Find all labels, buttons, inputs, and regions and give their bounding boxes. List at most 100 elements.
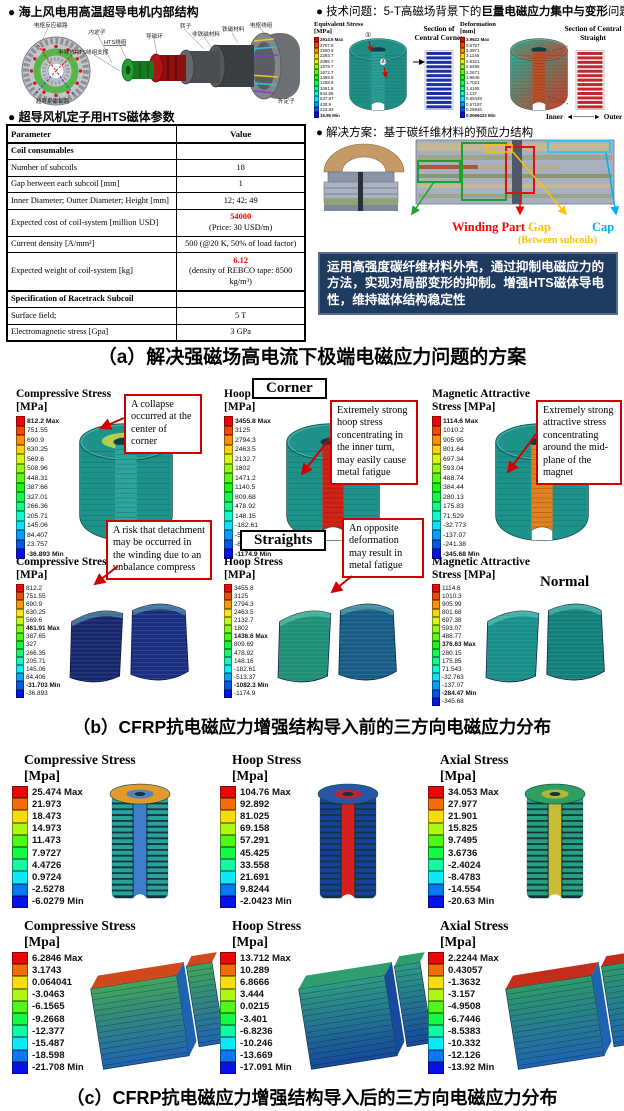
colorbar-row: 2.2671: [460, 69, 496, 75]
colorbar-swatch: [220, 786, 236, 799]
fea-render: [499, 949, 624, 1075]
colorbar-label: 2086.7: [320, 58, 334, 64]
caption-a: （a）解决强磁场高电流下极端电磁应力问题的方案: [97, 347, 527, 368]
colorbar-label: 2463.5: [235, 446, 256, 454]
colorbar-label: 569.6: [27, 455, 45, 463]
panel-b-compressive-bottom: Compressive Stress [MPa] 812.2 751.55 690.9…: [2, 556, 198, 707]
value-cell: 3 GPa: [176, 323, 306, 342]
colorbar-swatch: [224, 592, 232, 601]
panel-c-axial-top: Axial Stress [Mpa] 34.053 Max 27.977 21.901…: [420, 752, 611, 911]
colorbar-label: 1802: [235, 465, 251, 473]
colorbar-row: 0.064041: [12, 976, 84, 989]
colorbar-swatch: [12, 1000, 28, 1013]
colorbar-row: 0.57197: [460, 101, 496, 108]
colorbar-row: -8.4783: [428, 871, 499, 884]
colorbar-row: 34.053 Max: [428, 786, 499, 799]
motor-label: 转子: [180, 22, 192, 30]
colorbar-row: 21.901: [428, 810, 499, 823]
hts-parameter-table: Parameter Value Coil consumables Number o…: [6, 124, 306, 343]
colorbar-row: -2.0423 Min: [220, 895, 292, 908]
colorbar-row: 1114.6 Max: [432, 416, 480, 426]
colorbar-label: 104.76 Max: [240, 786, 291, 798]
colorbar-row: 430.9: [314, 101, 343, 108]
colorbar-swatch: [460, 63, 465, 70]
colorbar-row: -36.893 Min: [16, 549, 64, 559]
colorbar-label: 1436.6 Max: [234, 633, 268, 641]
colorbar-row: 92.892: [220, 798, 292, 811]
colorbar-swatch: [428, 810, 444, 823]
colorbar-row: 9.7495: [428, 834, 499, 847]
colorbar-label: -513.37: [234, 673, 256, 681]
colorbar-swatch: [12, 964, 28, 977]
deformation-colorbar: 3.9622 Max 3.6797 3.3971 3.1146 2.8321 2.5496…: [460, 37, 496, 118]
motor-structure-diagram: 电枢反应磁路 内定子 HTS绕组 导磁环 转子 非铁磁材料 铁磁材料 电枢绕组 …: [21, 21, 300, 106]
panel-c-compressive-top: Compressive Stress [Mpa] 25.474 Max 21.973…: [4, 752, 196, 911]
value-subtext: (Price: 30 USD/m): [209, 222, 273, 232]
colorbar-swatch: [428, 859, 444, 872]
table-row: Expected weight of coil-system [kg] 6.12(…: [6, 252, 306, 292]
equivalent-stress-colorbar: 2914.6 Max 2707.6 2500.6 2293.7 2086.7 1879.7…: [314, 37, 343, 118]
colorbar-swatch: [12, 1025, 28, 1038]
colorbar-row: 69.158: [220, 822, 292, 835]
colorbar-swatch: [460, 53, 465, 59]
cfrp-3d-model: [323, 143, 405, 211]
fea-render: [478, 589, 614, 707]
colorbar-swatch: [16, 640, 24, 650]
colorbar-label: 7.9727: [32, 847, 62, 859]
colorbar-row: -6.0279 Min: [12, 895, 84, 908]
colorbar-label: 175.85: [442, 657, 462, 665]
panel-title: Compressive Stress [MPa]: [16, 556, 112, 581]
panel-title: Magnetic Attractive Stress [MPa]: [432, 388, 531, 413]
colorbar: 3455.8 3125 2794.3 2463.5 2132.7 1802 1436.6 M…: [224, 584, 268, 698]
colorbar-row: 3455.8 Max: [224, 416, 271, 426]
colorbar-swatch: [12, 786, 28, 799]
colorbar-label: -17.091 Min: [240, 1062, 292, 1074]
colorbar-label: 15.825: [448, 823, 478, 835]
colorbar-label: -241.38: [443, 541, 467, 549]
colorbar-swatch: [432, 492, 441, 502]
section-c: Compressive Stress [Mpa] 25.474 Max 21.973…: [0, 748, 624, 1082]
colorbar-row: 280.13: [432, 492, 480, 502]
colorbar-row: -345.68 Min: [432, 549, 480, 559]
colorbar-row: 1.137: [460, 90, 496, 97]
colorbar-row: 1010.2: [432, 425, 480, 436]
colorbar-swatch: [12, 859, 28, 872]
colorbar-swatch: [314, 74, 319, 81]
colorbar-swatch: [432, 681, 440, 690]
colorbar-swatch: [224, 624, 232, 633]
colorbar-label: 1010.3: [442, 592, 462, 600]
colorbar-label: 205.71: [26, 657, 46, 665]
colorbar-row: 18.473: [12, 810, 84, 823]
normal-label: Normal: [540, 574, 590, 590]
colorbar-row: 10.289: [220, 964, 292, 977]
colorbar-row: 3125: [224, 592, 268, 601]
colorbar-label: 0.064041: [32, 977, 73, 988]
colorbar-label: 690.9: [26, 601, 42, 609]
colorbar-label: -1174.9: [234, 690, 256, 698]
value-cell: 500 (@20 K, 50% of load factor): [176, 235, 306, 254]
colorbar-row: 1.4195: [460, 85, 496, 91]
colorbar-swatch: [224, 549, 233, 559]
value-cell: 18: [176, 159, 306, 177]
table-row: Current density [A/mm²] 500 (@20 K, 50% o…: [6, 235, 306, 254]
colorbar-row: 448.31: [16, 473, 64, 483]
solution-structure-diagram: [323, 139, 620, 216]
colorbar-label: 1672.7: [320, 69, 334, 75]
mark-1: ①: [365, 32, 372, 39]
panel-title: Hoop Stress [Mpa]: [232, 918, 302, 949]
colorbar-row: 3.6797: [460, 42, 496, 48]
colorbar-label: -8.5383: [448, 1025, 481, 1037]
colorbar-swatch: [314, 107, 319, 113]
colorbar-row: -513.37: [224, 673, 268, 682]
colorbar-row: 266.35: [16, 649, 60, 658]
colorbar-swatch: [224, 435, 233, 445]
colorbar-label: -9.2668: [32, 1013, 65, 1025]
colorbar-swatch: [16, 454, 25, 464]
colorbar-label: 690.9: [27, 436, 45, 444]
colorbar-label: -14.554: [448, 884, 481, 896]
colorbar-swatch: [16, 492, 25, 502]
parameter-cell: Expected weight of coil-system [kg]: [6, 252, 178, 292]
colorbar-row: 488.74: [432, 473, 480, 483]
colorbar-swatch: [432, 616, 440, 625]
colorbar-swatch: [460, 42, 465, 48]
